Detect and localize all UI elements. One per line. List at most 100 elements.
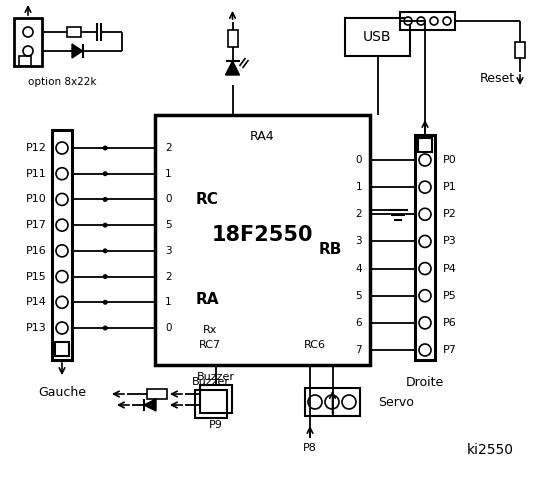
Circle shape — [56, 193, 68, 205]
Text: P11: P11 — [26, 168, 47, 179]
Circle shape — [404, 17, 412, 25]
Circle shape — [443, 17, 451, 25]
Circle shape — [419, 154, 431, 166]
Circle shape — [56, 271, 68, 283]
Text: 0: 0 — [165, 194, 171, 204]
Text: 1: 1 — [165, 297, 171, 307]
Text: Droite: Droite — [406, 375, 444, 388]
Text: P6: P6 — [443, 318, 457, 328]
Text: 3: 3 — [356, 237, 362, 246]
Bar — [195, 390, 227, 418]
Circle shape — [430, 17, 438, 25]
Text: P8: P8 — [303, 443, 317, 453]
Bar — [415, 135, 435, 360]
Bar — [155, 115, 370, 365]
Text: 2: 2 — [356, 209, 362, 219]
Text: P9: P9 — [209, 420, 223, 430]
Circle shape — [103, 197, 108, 202]
Text: 5: 5 — [165, 220, 171, 230]
Text: RC: RC — [196, 192, 218, 207]
Bar — [55, 342, 69, 356]
Bar — [200, 385, 232, 413]
Text: P17: P17 — [26, 220, 47, 230]
Text: P4: P4 — [443, 264, 457, 274]
Bar — [515, 42, 525, 58]
Bar — [418, 138, 432, 152]
Circle shape — [103, 325, 108, 331]
Text: 4: 4 — [356, 264, 362, 274]
Circle shape — [56, 219, 68, 231]
Circle shape — [56, 322, 68, 334]
Text: P7: P7 — [443, 345, 457, 355]
Text: Servo: Servo — [378, 396, 414, 408]
Text: Buzzer: Buzzer — [197, 372, 235, 382]
Text: 0: 0 — [356, 155, 362, 165]
Bar — [19, 56, 31, 66]
Text: 3: 3 — [165, 246, 171, 256]
Circle shape — [419, 263, 431, 275]
Text: Gauche: Gauche — [38, 385, 86, 398]
Text: P2: P2 — [443, 209, 457, 219]
Text: RA: RA — [195, 292, 219, 308]
Text: RA4: RA4 — [250, 131, 275, 144]
Text: Buzzer: Buzzer — [192, 377, 230, 387]
Circle shape — [103, 171, 108, 176]
Polygon shape — [226, 61, 239, 75]
Text: 0: 0 — [165, 323, 171, 333]
Circle shape — [103, 274, 108, 279]
Circle shape — [23, 27, 33, 37]
Circle shape — [23, 46, 33, 56]
Bar — [345, 18, 410, 56]
Text: RC7: RC7 — [199, 340, 221, 350]
Text: P15: P15 — [26, 272, 47, 282]
Text: P14: P14 — [26, 297, 47, 307]
Circle shape — [56, 245, 68, 257]
Text: USB: USB — [363, 30, 392, 44]
Text: P16: P16 — [26, 246, 47, 256]
Circle shape — [325, 395, 339, 409]
Text: 1: 1 — [356, 182, 362, 192]
Text: P0: P0 — [443, 155, 457, 165]
Circle shape — [419, 344, 431, 356]
Text: P13: P13 — [26, 323, 47, 333]
Circle shape — [103, 145, 108, 151]
Text: P5: P5 — [443, 291, 457, 300]
Circle shape — [56, 168, 68, 180]
Text: 2: 2 — [165, 272, 171, 282]
Circle shape — [103, 223, 108, 228]
Polygon shape — [72, 44, 82, 58]
Text: 6: 6 — [356, 318, 362, 328]
Bar — [400, 12, 455, 30]
Bar — [147, 389, 167, 399]
Text: ki2550: ki2550 — [467, 443, 514, 457]
Circle shape — [419, 235, 431, 247]
Circle shape — [417, 17, 425, 25]
Text: 1: 1 — [165, 168, 171, 179]
Bar — [52, 130, 72, 360]
Text: P1: P1 — [443, 182, 457, 192]
Circle shape — [308, 395, 322, 409]
Text: 7: 7 — [356, 345, 362, 355]
Circle shape — [419, 208, 431, 220]
Text: Reset: Reset — [480, 72, 515, 84]
Text: RB: RB — [319, 242, 342, 257]
Circle shape — [419, 181, 431, 193]
Text: P12: P12 — [26, 143, 47, 153]
Circle shape — [103, 248, 108, 253]
Bar — [305, 388, 360, 416]
Bar — [67, 27, 81, 37]
Polygon shape — [144, 399, 156, 411]
Text: 2: 2 — [165, 143, 171, 153]
Circle shape — [342, 395, 356, 409]
Text: P10: P10 — [26, 194, 47, 204]
Text: Rx: Rx — [203, 325, 217, 335]
Text: RC6: RC6 — [304, 340, 326, 350]
Circle shape — [419, 317, 431, 329]
Text: option 8x22k: option 8x22k — [28, 77, 97, 87]
Circle shape — [56, 296, 68, 308]
Text: P3: P3 — [443, 237, 457, 246]
Circle shape — [56, 142, 68, 154]
Circle shape — [103, 300, 108, 305]
Bar — [14, 18, 42, 66]
Circle shape — [419, 290, 431, 302]
